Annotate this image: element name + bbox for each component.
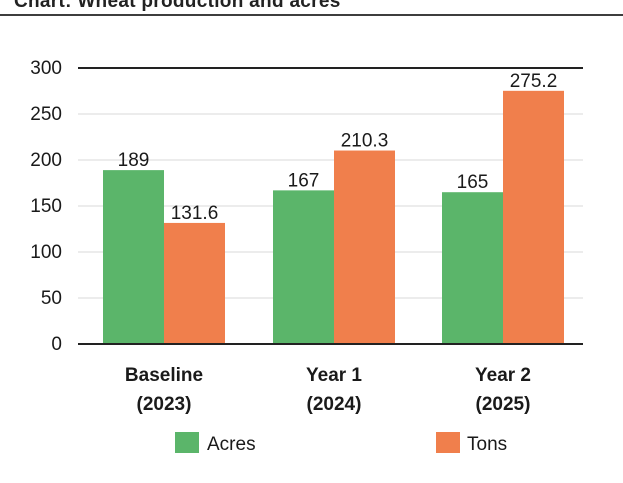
y-tick-label-250: 250 [30, 104, 62, 125]
y-tick-label-300: 300 [30, 58, 62, 79]
y-tick-label-200: 200 [30, 150, 62, 171]
chart-header-text: Chart: Wheat production and acres [14, 0, 341, 12]
x-category-label-1-0: Year 1 [306, 365, 362, 386]
data-label-acres-1: 167 [288, 170, 320, 191]
x-category-label-2-1: (2025) [476, 394, 531, 415]
y-tick-label-50: 50 [41, 288, 62, 309]
bar-acres-1 [273, 190, 334, 344]
legend-label-tons: Tons [467, 434, 507, 455]
y-axis-ticks: 0 50 100 150 200 250 300 [30, 58, 62, 355]
legend-swatch-tons [436, 432, 460, 453]
legend-swatch-acres [175, 432, 199, 453]
y-tick-label-0: 0 [51, 334, 62, 355]
y-tick-label-150: 150 [30, 196, 62, 217]
data-label-tons-2: 275.2 [510, 71, 558, 92]
x-category-label-2-0: Year 2 [475, 365, 531, 386]
data-label-acres-0: 189 [118, 150, 150, 171]
data-label-tons-1: 210.3 [341, 131, 389, 152]
x-axis-categories: Baseline (2023) Year 1 (2024) Year 2 (2025) [125, 365, 531, 415]
legend-label-acres: Acres [207, 434, 256, 455]
bar-tons-0 [164, 222, 225, 344]
x-category-label-0-1: (2023) [137, 394, 192, 415]
data-label-tons-0: 131.6 [171, 203, 219, 224]
bar-acres-0 [103, 170, 164, 344]
bar-tons-1 [334, 150, 395, 344]
data-label-acres-2: 165 [457, 172, 489, 193]
legend: Acres Tons [175, 432, 507, 455]
y-tick-label-100: 100 [30, 242, 62, 263]
bar-acres-2 [442, 192, 503, 344]
chart-header-strip: Chart: Wheat production and acres [0, 0, 623, 16]
x-category-label-0-0: Baseline [125, 365, 203, 386]
bars [78, 90, 583, 345]
x-category-label-1-1: (2024) [307, 394, 362, 415]
bar-tons-2 [503, 90, 564, 344]
data-labels: 189 167 165 131.6 210.3 275.2 [118, 71, 558, 224]
